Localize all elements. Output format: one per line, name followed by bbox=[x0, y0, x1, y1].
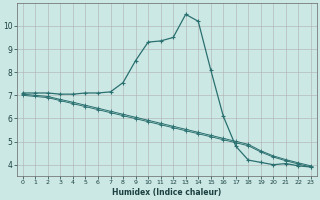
X-axis label: Humidex (Indice chaleur): Humidex (Indice chaleur) bbox=[112, 188, 221, 197]
